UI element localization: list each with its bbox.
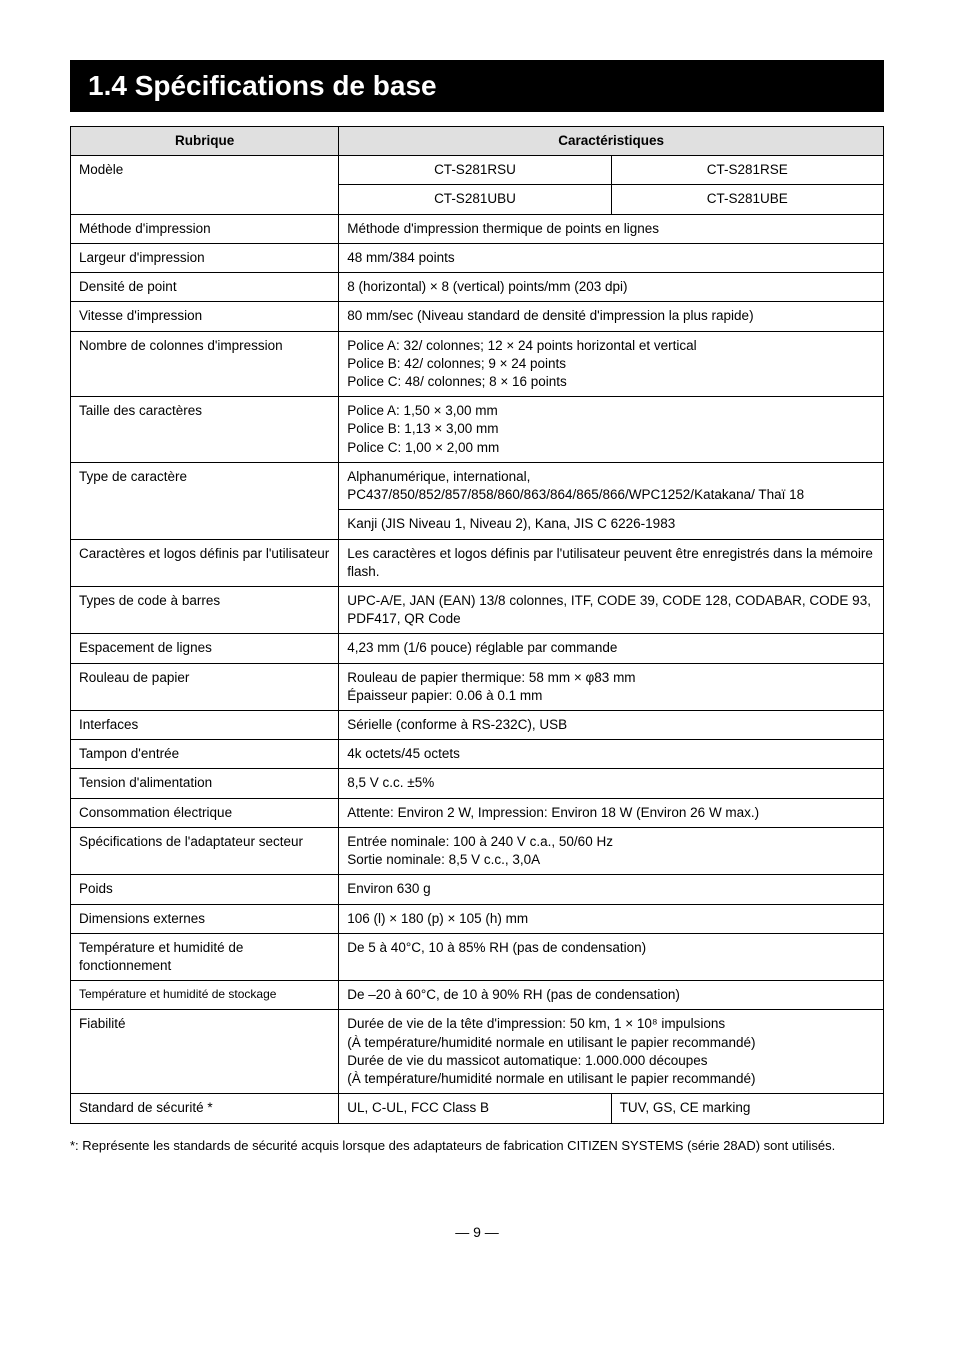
table-row: Dimensions externes 106 (l) × 180 (p) × … (71, 904, 884, 933)
table-row: Taille des caractères Police A: 1,50 × 3… (71, 397, 884, 463)
table-row: Caractères et logos définis par l'utilis… (71, 539, 884, 586)
cell-value: TUV, GS, CE marking (611, 1094, 883, 1123)
table-row: Espacement de lignes 4,23 mm (1/6 pouce)… (71, 634, 884, 663)
cell-label: Tension d'alimentation (71, 769, 339, 798)
cell-value: Kanji (JIS Niveau 1, Niveau 2), Kana, JI… (339, 510, 884, 539)
cell-value: De –20 à 60°C, de 10 à 90% RH (pas de co… (339, 981, 884, 1010)
cell-label: Rouleau de papier (71, 663, 339, 710)
footnote: *: Représente les standards de sécurité … (70, 1138, 884, 1155)
page-number: — 9 — (70, 1224, 884, 1240)
cell-label: Nombre de colonnes d'impression (71, 331, 339, 397)
cell-label: Type de caractère (71, 462, 339, 539)
cell-value: 8 (horizontal) × 8 (vertical) points/mm … (339, 273, 884, 302)
cell-value: Alphanumérique, international, PC437/850… (339, 462, 884, 509)
cell-value: Police A: 1,50 × 3,00 mm Police B: 1,13 … (339, 397, 884, 463)
cell-label: Tampon d'entrée (71, 740, 339, 769)
table-row: Largeur d'impression 48 mm/384 points (71, 243, 884, 272)
cell-value: 80 mm/sec (Niveau standard de densité d'… (339, 302, 884, 331)
table-row: Rouleau de papier Rouleau de papier ther… (71, 663, 884, 710)
cell-value: 4,23 mm (1/6 pouce) réglable par command… (339, 634, 884, 663)
cell-value: 106 (l) × 180 (p) × 105 (h) mm (339, 904, 884, 933)
cell-value: UPC-A/E, JAN (EAN) 13/8 colonnes, ITF, C… (339, 586, 884, 633)
cell-value: CT-S281UBE (611, 185, 883, 214)
cell-value: Les caractères et logos définis par l'ut… (339, 539, 884, 586)
table-row: Température et humidité de stockage De –… (71, 981, 884, 1010)
table-row: Tampon d'entrée 4k octets/45 octets (71, 740, 884, 769)
cell-label: Fiabilité (71, 1010, 339, 1094)
table-row: Densité de point 8 (horizontal) × 8 (ver… (71, 273, 884, 302)
cell-value: CT-S281RSU (339, 156, 611, 185)
cell-value: Sérielle (conforme à RS-232C), USB (339, 711, 884, 740)
cell-value: De 5 à 40°C, 10 à 85% RH (pas de condens… (339, 933, 884, 980)
cell-value: Entrée nominale: 100 à 240 V c.a., 50/60… (339, 827, 884, 874)
table-row: Type de caractère Alphanumérique, intern… (71, 462, 884, 509)
cell-label: Densité de point (71, 273, 339, 302)
cell-label: Température et humidité de stockage (71, 981, 339, 1010)
table-row: Consommation électrique Attente: Environ… (71, 798, 884, 827)
cell-label: Consommation électrique (71, 798, 339, 827)
table-row: Vitesse d'impression 80 mm/sec (Niveau s… (71, 302, 884, 331)
cell-label: Modèle (71, 156, 339, 214)
table-row: Fiabilité Durée de vie de la tête d'impr… (71, 1010, 884, 1094)
table-row: Standard de sécurité * UL, C-UL, FCC Cla… (71, 1094, 884, 1123)
table-row: Méthode d'impression Méthode d'impressio… (71, 214, 884, 243)
cell-value: 48 mm/384 points (339, 243, 884, 272)
cell-label: Largeur d'impression (71, 243, 339, 272)
cell-label: Caractères et logos définis par l'utilis… (71, 539, 339, 586)
table-row: Poids Environ 630 g (71, 875, 884, 904)
cell-value: 8,5 V c.c. ±5% (339, 769, 884, 798)
cell-label: Poids (71, 875, 339, 904)
cell-value: Environ 630 g (339, 875, 884, 904)
cell-value: 4k octets/45 octets (339, 740, 884, 769)
cell-label: Méthode d'impression (71, 214, 339, 243)
cell-value: UL, C-UL, FCC Class B (339, 1094, 611, 1123)
section-title: 1.4 Spécifications de base (70, 60, 884, 112)
cell-label: Spécifications de l'adaptateur secteur (71, 827, 339, 874)
cell-value: Méthode d'impression thermique de points… (339, 214, 884, 243)
cell-value: CT-S281RSE (611, 156, 883, 185)
table-header-row: Rubrique Caractéristiques (71, 127, 884, 156)
cell-value: Attente: Environ 2 W, Impression: Enviro… (339, 798, 884, 827)
cell-value: CT-S281UBU (339, 185, 611, 214)
header-caracteristiques: Caractéristiques (339, 127, 884, 156)
cell-label: Taille des caractères (71, 397, 339, 463)
table-row: Types de code à barres UPC-A/E, JAN (EAN… (71, 586, 884, 633)
cell-value: Durée de vie de la tête d'impression: 50… (339, 1010, 884, 1094)
table-row: Nombre de colonnes d'impression Police A… (71, 331, 884, 397)
cell-label: Interfaces (71, 711, 339, 740)
header-rubrique: Rubrique (71, 127, 339, 156)
cell-label: Standard de sécurité * (71, 1094, 339, 1123)
cell-label: Vitesse d'impression (71, 302, 339, 331)
cell-label: Température et humidité de fonctionnemen… (71, 933, 339, 980)
cell-label: Espacement de lignes (71, 634, 339, 663)
cell-value: Police A: 32/ colonnes; 12 × 24 points h… (339, 331, 884, 397)
spec-table: Rubrique Caractéristiques Modèle CT-S281… (70, 126, 884, 1124)
cell-value: Rouleau de papier thermique: 58 mm × φ83… (339, 663, 884, 710)
cell-label: Types de code à barres (71, 586, 339, 633)
table-row: Spécifications de l'adaptateur secteur E… (71, 827, 884, 874)
cell-label: Dimensions externes (71, 904, 339, 933)
table-row: Température et humidité de fonctionnemen… (71, 933, 884, 980)
table-row: Modèle CT-S281RSU CT-S281RSE (71, 156, 884, 185)
table-row: Interfaces Sérielle (conforme à RS-232C)… (71, 711, 884, 740)
table-row: Tension d'alimentation 8,5 V c.c. ±5% (71, 769, 884, 798)
